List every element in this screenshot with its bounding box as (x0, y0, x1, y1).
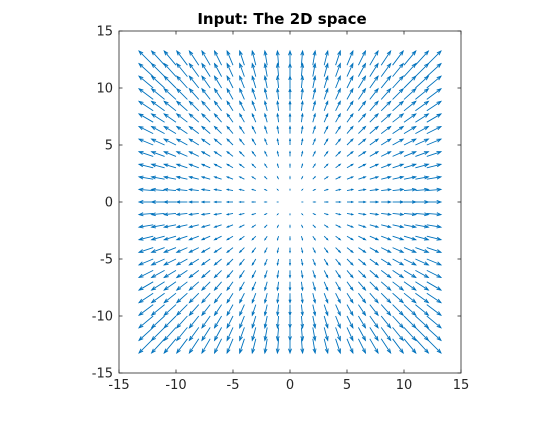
arrow-head (327, 214, 328, 215)
x-tick-label: 15 (453, 378, 470, 393)
x-tick-label: 5 (343, 378, 351, 393)
y-tick-label: 10 (96, 82, 113, 97)
arrow-head (252, 214, 253, 215)
quiver-arrow (265, 202, 267, 203)
y-tick-label: 5 (105, 139, 113, 154)
quiver-arrow (290, 164, 291, 168)
y-tick-label: 15 (96, 25, 113, 40)
arrow-head (240, 201, 241, 202)
arrow-head (277, 239, 278, 240)
arrow-head (327, 202, 328, 203)
arrow-head (302, 239, 303, 240)
y-tick-label: 0 (105, 196, 113, 211)
quiver-arrow (289, 248, 290, 253)
y-tick-label: -10 (92, 310, 113, 325)
quiver-arrow (290, 177, 291, 179)
arrow-head (290, 164, 291, 165)
quiver-arrow (290, 225, 291, 227)
quiver-arrow (324, 202, 328, 203)
arrow-head (327, 189, 328, 190)
quiver-arrow (240, 201, 245, 202)
arrow-head (290, 239, 291, 240)
arrow-head (314, 202, 315, 203)
arrow-head (302, 164, 303, 165)
x-tick-label: -5 (227, 378, 240, 393)
x-tick-label: -10 (165, 378, 186, 393)
y-tick-label: -15 (92, 367, 113, 382)
arrow-head (265, 202, 266, 203)
quiver-arrow (252, 202, 256, 203)
arrow-head (252, 189, 253, 190)
quiver-arrow (290, 236, 291, 240)
chart-title: Input: The 2D space (197, 10, 366, 28)
x-tick-label: 10 (396, 378, 413, 393)
quiver-arrow (289, 152, 290, 157)
arrow-head (339, 201, 340, 202)
quiver-arrow (313, 202, 315, 203)
arrow-head (290, 177, 291, 178)
arrow-head (277, 164, 278, 165)
y-tick-label: -5 (100, 253, 113, 268)
x-tick-label: 0 (286, 378, 294, 393)
arrow-head (289, 152, 290, 153)
quiver-arrow (336, 201, 341, 202)
arrow-head (252, 202, 253, 203)
arrow-head (290, 226, 291, 227)
arrow-head (289, 251, 290, 252)
